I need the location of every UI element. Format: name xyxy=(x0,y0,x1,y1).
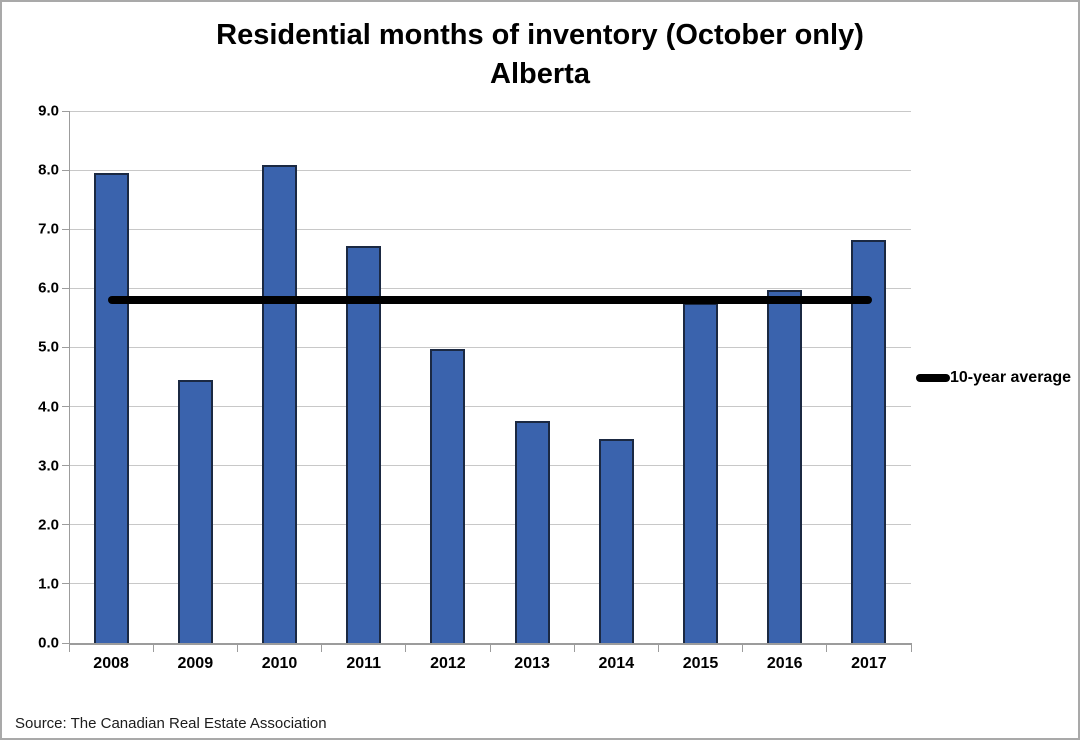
bar-2008 xyxy=(93,173,129,643)
legend: 10-year average xyxy=(916,368,1071,388)
chart-title-line-2: Alberta xyxy=(490,58,590,90)
y-axis-labels: 0.0 1.0 2.0 3.0 4.0 5.0 6.0 7.0 8.0 9.0 xyxy=(2,103,59,652)
gridline xyxy=(69,110,911,112)
gridline xyxy=(69,406,911,408)
y-axis-label: 9.0 xyxy=(38,102,59,120)
x-axis-label: 2010 xyxy=(261,655,298,672)
chart-title: Residential months of inventory (October… xyxy=(2,16,1078,94)
x-tick xyxy=(489,644,491,652)
x-axis-label: 2016 xyxy=(766,655,803,672)
y-axis-label: 1.0 xyxy=(38,575,59,593)
source-note: Source: The Canadian Real Estate Associa… xyxy=(15,715,327,732)
legend-line-marker xyxy=(916,374,950,382)
y-tick xyxy=(62,346,69,348)
x-axis-label: 2014 xyxy=(598,655,635,672)
bar-2016 xyxy=(767,289,803,643)
plot-area xyxy=(62,110,912,652)
x-axis-label: 2012 xyxy=(430,655,466,672)
y-tick xyxy=(62,287,69,289)
y-axis-label: 4.0 xyxy=(38,398,59,416)
x-axis-label: 2009 xyxy=(177,655,214,672)
y-tick xyxy=(62,642,69,644)
x-axis-label: 2017 xyxy=(851,655,887,672)
x-tick xyxy=(321,644,323,652)
y-axis-label: 6.0 xyxy=(38,279,59,297)
x-tick xyxy=(742,644,744,652)
y-axis-label: 5.0 xyxy=(38,338,59,356)
y-axis-line xyxy=(69,111,70,652)
x-axis-label: 2011 xyxy=(346,655,382,672)
bar-2017 xyxy=(851,239,887,643)
x-tick xyxy=(152,644,154,652)
chart-title-line-1: Residential months of inventory (October… xyxy=(216,19,864,51)
x-axis-label: 2013 xyxy=(514,655,550,672)
gridline xyxy=(69,583,911,585)
x-tick xyxy=(405,644,407,652)
gridline xyxy=(69,228,911,230)
gridline xyxy=(69,169,911,171)
bar-2013 xyxy=(514,420,550,643)
y-axis-label: 8.0 xyxy=(38,161,59,179)
x-axis-labels: 2008 2009 2010 2011 2012 2013 2014 2015 2016 2017 xyxy=(69,655,911,675)
y-tick xyxy=(62,406,69,408)
legend-label: 10-year average xyxy=(950,369,1071,386)
y-tick xyxy=(62,465,69,467)
x-axis-label: 2008 xyxy=(93,655,129,672)
y-tick xyxy=(62,583,69,585)
bar-2011 xyxy=(346,245,382,643)
bar-2012 xyxy=(430,348,466,643)
y-axis-label: 7.0 xyxy=(38,220,59,238)
gridline xyxy=(69,346,911,348)
bar-2009 xyxy=(177,379,213,643)
x-tick xyxy=(910,644,912,652)
y-axis-label: 3.0 xyxy=(38,457,59,475)
x-tick xyxy=(657,644,659,652)
x-axis-line xyxy=(69,643,912,645)
x-tick xyxy=(826,644,828,652)
bar-2015 xyxy=(683,303,718,643)
x-tick xyxy=(573,644,575,652)
y-axis-label: 0.0 xyxy=(38,634,59,652)
bar-2014 xyxy=(598,439,634,643)
gridline xyxy=(69,287,911,289)
y-axis-label: 2.0 xyxy=(38,516,59,534)
y-tick xyxy=(62,228,69,230)
x-tick xyxy=(236,644,238,652)
x-axis-label: 2015 xyxy=(682,655,719,672)
bar-2010 xyxy=(262,165,297,643)
average-line xyxy=(108,296,872,305)
y-tick xyxy=(62,110,69,112)
y-tick xyxy=(62,169,69,171)
y-tick xyxy=(62,524,69,526)
gridline xyxy=(69,524,911,526)
gridline xyxy=(69,465,911,467)
